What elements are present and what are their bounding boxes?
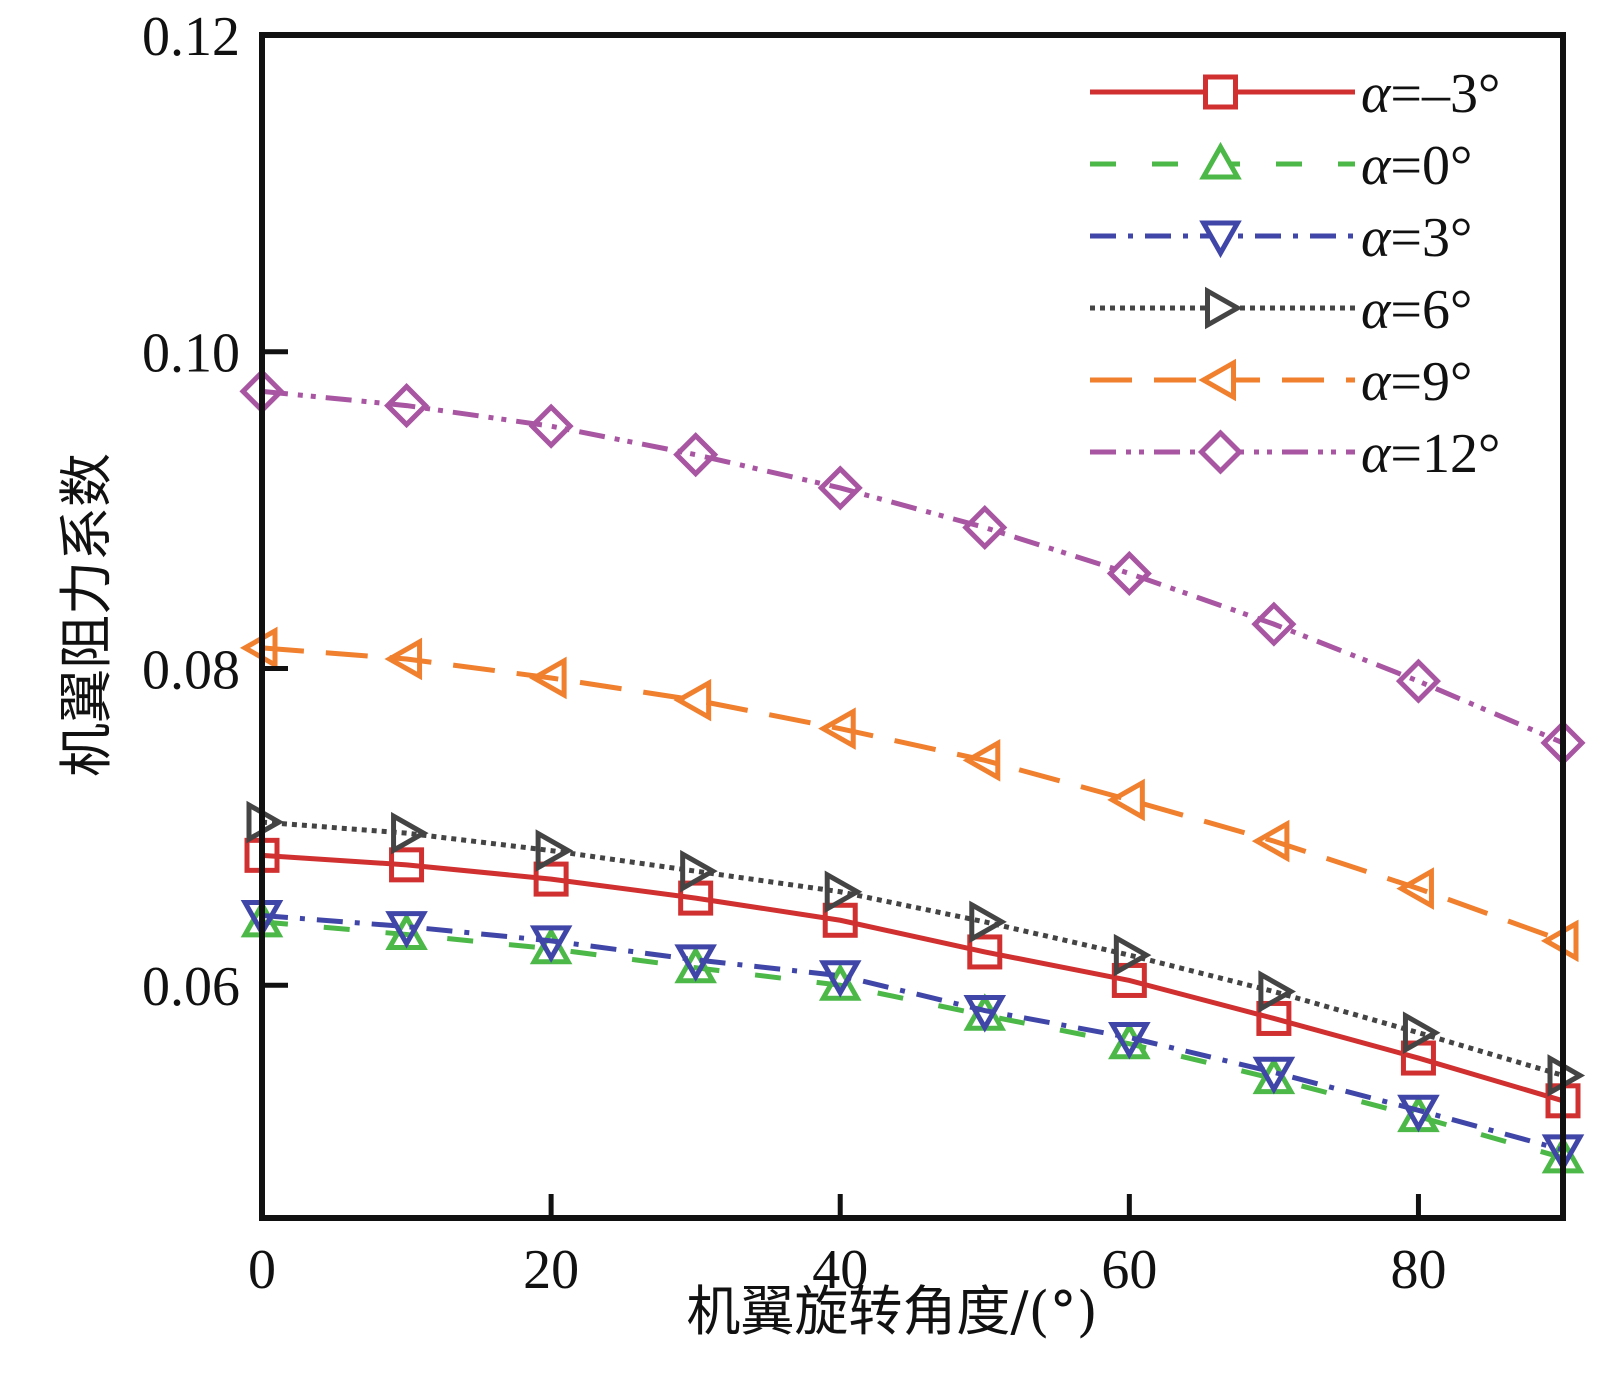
legend-label: α=3° [1361,207,1472,269]
series-line [261,645,1564,944]
data-point [963,995,1007,1033]
legend-item: α=9° [1090,351,1472,413]
legend-item: α=–3° [1090,63,1500,125]
data-point [962,739,1001,782]
plot-frame [259,32,1566,1221]
data-point [1108,1021,1151,1060]
legend-marker-icon [1203,74,1238,110]
series-1 [240,899,1585,1174]
legend-item: α=6° [1090,279,1472,341]
data-point [384,383,430,429]
data-point [1107,778,1145,822]
x-axis-ticks: 0 20 40 60 80 [248,1194,1446,1301]
data-point [969,900,1007,944]
series-line [261,852,1564,1104]
data-point [391,811,429,855]
data-point [673,432,719,478]
data-point [1251,819,1290,863]
legend-item: α=3° [1090,207,1472,269]
data-point [822,902,858,938]
series-line [261,913,1564,1153]
legend: α=–3° α=0° α=3° α=6° α=9° α=12° [1090,63,1500,485]
data-point [824,870,863,914]
data-point [1395,658,1441,704]
y-tick-label: 0.08 [142,639,240,701]
series-2 [240,900,1585,1172]
y-tick-label: 0.06 [142,956,240,1018]
y-tick-label: 0.12 [142,6,240,68]
data-point [818,963,862,1001]
legend-label: α=12° [1361,423,1500,485]
x-axis-title: 机翼旋转角度/(°) [686,1280,1097,1343]
legend-label: α=–3° [1361,63,1500,125]
data-point [528,403,574,449]
data-point [1252,1056,1296,1095]
series-0 [244,837,1581,1119]
legend-marker-icon [1197,429,1244,475]
y-tick-label: 0.10 [142,323,240,385]
data-point [533,861,569,897]
data-point [1396,867,1434,910]
legend-label: α=6° [1361,279,1472,341]
series-line [261,819,1564,1078]
data-point [680,849,718,893]
data-point [529,925,573,963]
x-tick-label: 20 [523,1239,579,1301]
data-point [674,944,717,982]
axes-layer [259,32,1566,1221]
data-point [1251,601,1297,647]
legend-label: α=0° [1361,135,1472,197]
data-point [967,934,1003,970]
data-point [817,465,863,511]
y-axis-title: 机翼阻力系数 [55,453,118,777]
series-layer [239,368,1586,1174]
data-point [962,504,1008,551]
data-point [818,707,856,750]
data-point [535,829,574,872]
x-tick-label: 60 [1101,1239,1157,1301]
data-point [389,847,425,883]
legend-label: α=9° [1361,351,1472,413]
series-3 [246,800,1586,1097]
legend-item: α=0° [1090,135,1472,197]
legend-marker-icon [1199,220,1242,259]
data-point [1113,933,1152,977]
data-point [1402,1011,1441,1055]
series-line [261,388,1564,746]
x-tick-label: 0 [248,1239,276,1301]
data-point [673,678,712,722]
data-point [1397,1094,1440,1133]
legend-marker-icon [1198,358,1236,402]
legend-marker-icon [1199,141,1242,180]
data-point [818,960,862,998]
y-axis-ticks: 0.06 0.08 0.10 0.12 [142,6,288,1018]
data-point [1106,550,1152,596]
legend-item: α=12° [1090,423,1500,485]
x-tick-label: 80 [1390,1239,1446,1301]
data-point [1258,970,1296,1013]
series-5 [239,368,1586,766]
data-point [384,637,423,681]
data-point [529,656,567,700]
data-point [385,911,428,949]
legend-marker-icon [1205,286,1243,330]
x-tick-label: 40 [812,1239,868,1301]
series-line [261,919,1564,1161]
